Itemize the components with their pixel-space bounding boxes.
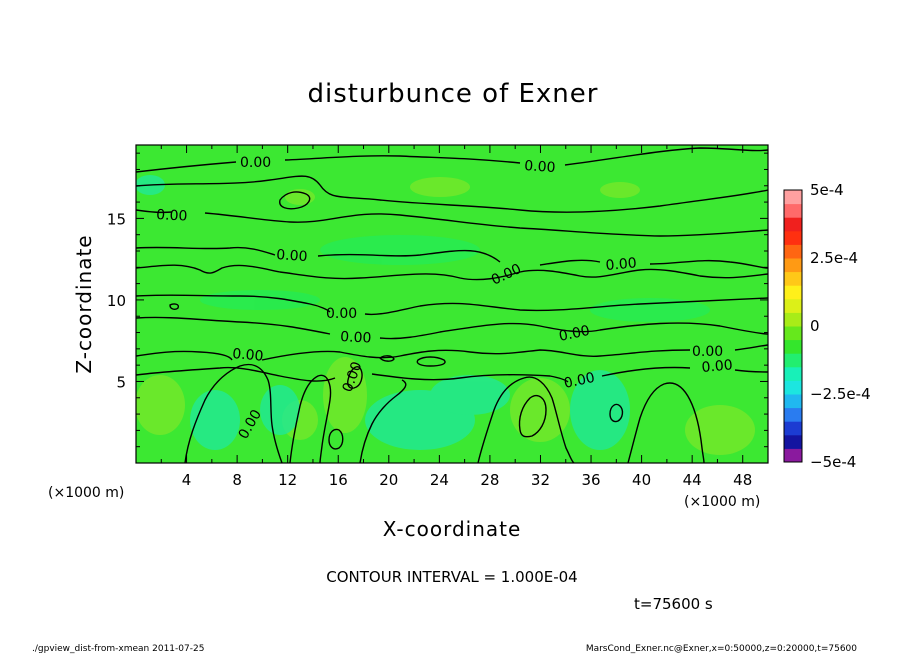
x-tick-label: 48 (733, 471, 752, 489)
colorbar-band (784, 271, 802, 286)
y-axis-label: Z-coordinate (72, 234, 96, 373)
colorbar-band (784, 298, 802, 313)
contour-interval-text: CONTOUR INTERVAL = 1.000E-04 (326, 568, 577, 586)
y-unit-label: (×1000 m) (48, 485, 124, 501)
x-tick-label: 32 (531, 471, 550, 489)
colorbar-band (784, 312, 802, 327)
contour-label: 0.00 (276, 247, 308, 265)
contour-label: 0.00 (563, 370, 597, 392)
contour-label: 0.00 (240, 155, 271, 171)
colorbar-band (784, 407, 802, 422)
y-tick-label: 10 (107, 292, 126, 310)
colorbar-band (784, 285, 802, 300)
footer-right: MarsCond_Exner.nc@Exner,x=0:50000,z=0:20… (586, 644, 857, 654)
footer-left: ./gpview_dist-from-xmean 2011-07-25 (32, 644, 204, 654)
colorbar-band (784, 258, 802, 273)
contour-label: 0.00 (524, 158, 556, 176)
colorbar-band (784, 366, 802, 381)
colorbar-band (784, 326, 802, 341)
contour-label: 0.00 (605, 255, 637, 274)
time-text: t=75600 s (634, 595, 713, 613)
colorbar-band (784, 353, 802, 368)
colorbar-band (784, 244, 802, 259)
contour-label: 0.00 (340, 329, 372, 347)
x-tick-label: 8 (232, 471, 242, 489)
contour-lines (136, 147, 768, 463)
x-tick-label: 24 (430, 471, 449, 489)
colorbar-band (784, 394, 802, 409)
y-tick-label: 15 (107, 210, 126, 228)
x-tick-label: 44 (683, 471, 702, 489)
colorbar-tick-label: −2.5e-4 (810, 385, 871, 403)
x-tick-label: 36 (581, 471, 600, 489)
x-tick-label: 4 (182, 471, 192, 489)
chart-title: disturbunce of Exner (308, 79, 599, 109)
contour-label: 0.00 (558, 323, 592, 345)
colorbar-tick-label: 0 (810, 317, 820, 335)
x-axis-label: X-coordinate (383, 517, 522, 541)
colorbar-band (784, 339, 802, 354)
colorbar-band (784, 434, 802, 449)
y-axis: 5 10 15 (107, 152, 768, 448)
x-tick-label: 28 (480, 471, 499, 489)
x-tick-label: 12 (278, 471, 297, 489)
heatmap-field: 0.00 0.00 0.00 0.00 0.00 0.00 0.00 0.00 … (136, 145, 768, 463)
colorbar-frame (783, 189, 803, 463)
colorbar-tick-label: −5e-4 (810, 453, 856, 471)
colorbar-band (784, 190, 802, 205)
x-tick-label: 40 (632, 471, 651, 489)
y-tick-label: 5 (116, 373, 126, 391)
contour-label: 0.00 (701, 357, 733, 376)
colorbar (784, 190, 802, 463)
x-unit-label: (×1000 m) (684, 494, 760, 510)
colorbar-band (784, 203, 802, 218)
contour-label: 0.00 (156, 207, 188, 225)
colorbar-band (784, 448, 802, 463)
contour-label: 0.00 (326, 306, 357, 322)
colorbar-tick-label: 5e-4 (810, 181, 844, 199)
x-tick-label: 20 (379, 471, 398, 489)
x-axis: 4 8 12 16 20 24 28 32 36 40 44 48 (160, 145, 752, 489)
plot-frame (135, 144, 769, 464)
colorbar-band (784, 380, 802, 395)
contour-label: 0.00 (232, 346, 264, 365)
x-tick-label: 16 (329, 471, 348, 489)
colorbar-band (784, 230, 802, 245)
colorbar-tick-label: 2.5e-4 (810, 249, 858, 267)
colorbar-band (784, 421, 802, 436)
colorbar-band (784, 217, 802, 232)
contour-label: 0.00 (692, 344, 723, 360)
